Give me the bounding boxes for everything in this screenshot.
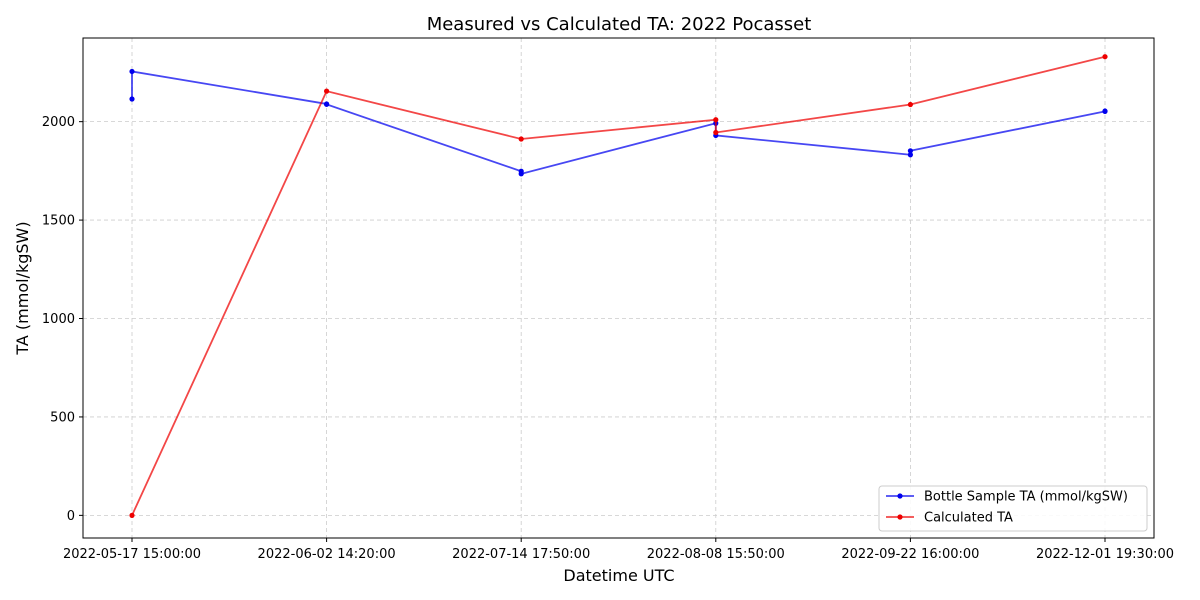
- data-point: [1102, 108, 1108, 114]
- x-tick-label: 2022-12-01 19:30:00: [1036, 547, 1174, 562]
- plot-frame: [82, 37, 1155, 539]
- data-point: [907, 101, 914, 108]
- x-tick-label: 2022-08-08 15:50:00: [647, 547, 785, 562]
- x-tick-label: 2022-07-14 17:50:00: [452, 547, 590, 562]
- y-tick-label: 500: [50, 410, 75, 425]
- y-tick-label: 1000: [42, 312, 75, 327]
- data-point: [518, 136, 524, 142]
- y-tick-label: 1500: [42, 214, 75, 229]
- y-tick-label: 2000: [42, 115, 75, 130]
- data-point: [518, 171, 524, 177]
- data-point: [129, 96, 135, 102]
- data-point: [129, 512, 135, 518]
- chart-title: Measured vs Calculated TA: 2022 Pocasset: [427, 14, 812, 35]
- legend-label-1: Calculated TA: [924, 511, 1013, 526]
- data-point: [907, 152, 914, 158]
- data-point: [324, 88, 330, 94]
- series-group: [129, 54, 1108, 518]
- data-point: [713, 129, 719, 136]
- series-line-0: [131, 70, 1106, 175]
- legend-label-0: Bottle Sample TA (mmol/kgSW): [924, 490, 1128, 505]
- x-tick-label: 2022-05-17 15:00:00: [63, 547, 201, 562]
- data-point: [907, 148, 914, 154]
- y-axis-label: TA (mmol/kgSW): [13, 221, 32, 355]
- data-point: [713, 117, 719, 123]
- x-tick-label: 2022-09-22 16:00:00: [841, 547, 979, 562]
- gridlines: [83, 38, 1154, 538]
- legend: Bottle Sample TA (mmol/kgSW) Calculated T…: [878, 485, 1148, 532]
- x-tick-label: 2022-06-02 14:20:00: [258, 547, 396, 562]
- x-axis-label: Datetime UTC: [563, 566, 674, 585]
- legend-box: [878, 485, 1148, 532]
- y-axis-ticks: 0 500 1000 1500 2000: [42, 115, 83, 524]
- legend-marker-1: [897, 514, 903, 520]
- data-point: [129, 68, 135, 75]
- data-point: [1102, 54, 1108, 60]
- x-axis-ticks: 2022-05-17 15:00:00 2022-06-02 14:20:00 20…: [63, 538, 1174, 562]
- y-tick-label: 0: [67, 509, 75, 524]
- legend-marker-0: [897, 493, 903, 499]
- data-point: [324, 101, 330, 107]
